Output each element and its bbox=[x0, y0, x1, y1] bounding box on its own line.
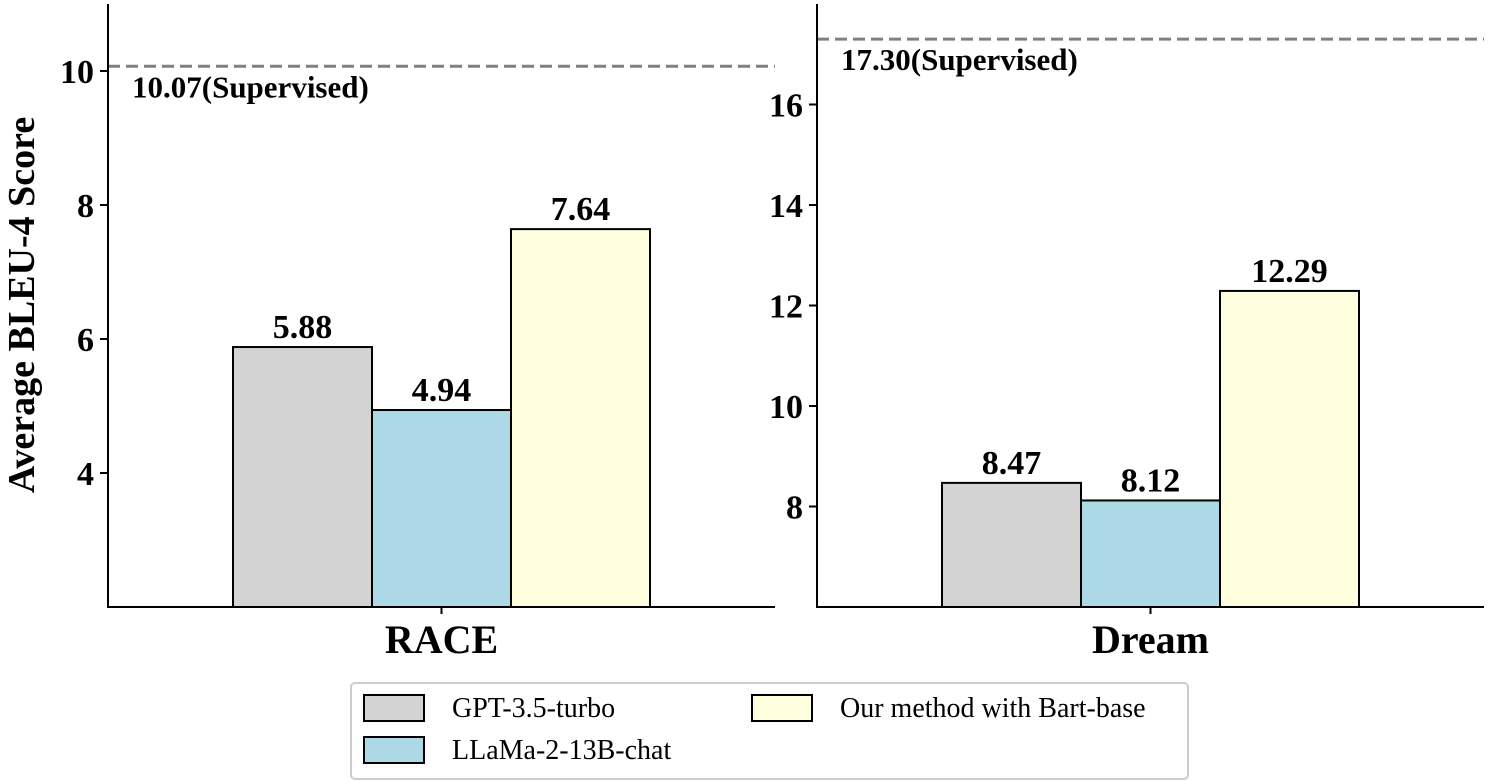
y-tick-label: 6 bbox=[77, 322, 94, 359]
y-tick-label: 14 bbox=[769, 188, 803, 225]
panels: 5.88 4.94 7.64 10.07(Supervised) 4 6 8 10 RACE 8.… bbox=[60, 4, 1484, 662]
legend-swatch bbox=[363, 694, 425, 722]
legend-label: Our method with Bart-base bbox=[840, 693, 1146, 724]
reference-label: 17.30(Supervised) bbox=[841, 42, 1078, 77]
y-axis-label: Average BLEU-4 Score bbox=[1, 117, 43, 493]
value-label: 12.29 bbox=[1251, 253, 1328, 290]
value-label: 8.47 bbox=[982, 445, 1042, 482]
bar-race-3 bbox=[510, 228, 651, 608]
legend: GPT-3.5-turbo LLaMa-2-13B-chat Our method … bbox=[350, 682, 1189, 780]
legend-swatch bbox=[751, 694, 813, 722]
value-label: 7.64 bbox=[551, 191, 611, 228]
value-label: 5.88 bbox=[273, 309, 333, 346]
value-label: 8.12 bbox=[1121, 462, 1181, 499]
y-tick-label: 10 bbox=[769, 389, 803, 426]
y-tick-label: 10 bbox=[60, 54, 94, 91]
panel-race: 5.88 4.94 7.64 10.07(Supervised) 4 6 8 10 RACE bbox=[60, 4, 775, 662]
value-label: 4.94 bbox=[412, 372, 472, 409]
bar-race-2 bbox=[371, 409, 512, 608]
y-tick-label: 8 bbox=[786, 490, 803, 527]
bar-dream-3 bbox=[1219, 289, 1360, 608]
bar-dream-2 bbox=[1080, 499, 1221, 608]
category-label: RACE bbox=[385, 617, 498, 662]
reference-label: 10.07(Supervised) bbox=[132, 69, 369, 104]
legend-label: LLaMa-2-13B-chat bbox=[452, 735, 671, 766]
panel-dream: 8.47 8.12 12.29 17.30(Supervised) 8 10 12 14 16 D… bbox=[769, 4, 1484, 662]
legend-swatch bbox=[363, 736, 425, 764]
legend-frame bbox=[350, 682, 1189, 780]
y-tick-label: 8 bbox=[77, 188, 94, 225]
bar-dream-1 bbox=[941, 481, 1082, 609]
legend-label: GPT-3.5-turbo bbox=[452, 693, 615, 724]
bar-race-1 bbox=[232, 346, 373, 608]
y-tick-label: 16 bbox=[769, 88, 803, 125]
y-tick-label: 12 bbox=[769, 289, 803, 326]
category-label: Dream bbox=[1092, 617, 1209, 662]
y-tick-label: 4 bbox=[77, 456, 94, 493]
